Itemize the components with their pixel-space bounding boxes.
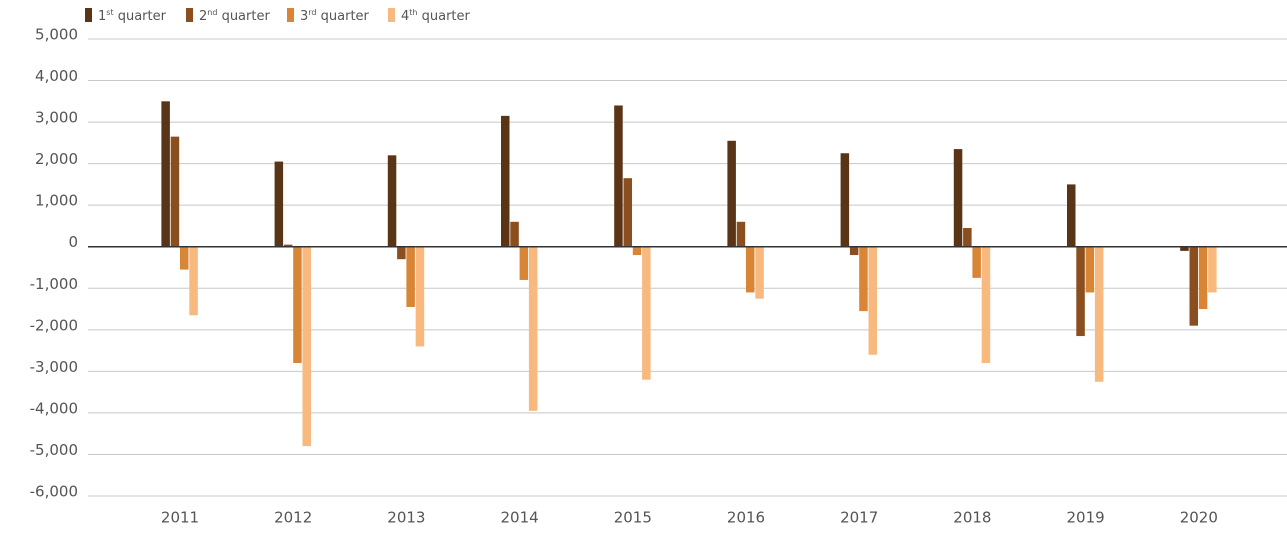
bar bbox=[755, 246, 764, 299]
legend-swatch bbox=[85, 8, 92, 22]
y-tick-label: 0 bbox=[68, 233, 78, 251]
bar bbox=[1076, 246, 1085, 337]
bar bbox=[387, 155, 397, 247]
bar bbox=[623, 178, 632, 247]
bar bbox=[1067, 184, 1076, 247]
bar bbox=[1198, 246, 1208, 310]
x-tick-label: 2014 bbox=[501, 509, 539, 527]
y-tick-label: -2,000 bbox=[30, 316, 78, 334]
bar bbox=[727, 140, 736, 247]
bar bbox=[283, 244, 293, 247]
bar bbox=[1094, 246, 1104, 382]
bar bbox=[397, 246, 406, 260]
y-tick-label: 3,000 bbox=[35, 109, 78, 127]
y-tick-label: -3,000 bbox=[30, 358, 78, 376]
y-tick-label: 5,000 bbox=[35, 26, 78, 44]
y-tick-label: -1,000 bbox=[30, 275, 78, 293]
x-tick-label: 2016 bbox=[727, 509, 765, 527]
bar bbox=[736, 221, 746, 247]
x-tick-label: 2011 bbox=[161, 509, 199, 527]
bar bbox=[849, 246, 859, 256]
x-tick-label: 2020 bbox=[1180, 509, 1218, 527]
bar bbox=[406, 246, 415, 307]
bar bbox=[274, 161, 284, 247]
y-tick-label: 1,000 bbox=[35, 192, 78, 210]
legend-label: 2nd quarter bbox=[199, 8, 270, 24]
bar bbox=[510, 221, 519, 247]
bar bbox=[972, 246, 981, 278]
bar bbox=[528, 246, 538, 411]
x-tick-label: 2015 bbox=[614, 509, 652, 527]
x-tick-label: 2013 bbox=[387, 509, 425, 527]
x-tick-label: 2018 bbox=[953, 509, 991, 527]
legend-label: 1st quarter bbox=[98, 8, 167, 24]
bar bbox=[189, 246, 198, 316]
legend-label: 3rd quarter bbox=[300, 8, 370, 24]
bar bbox=[501, 115, 510, 247]
bar bbox=[1189, 246, 1198, 326]
bar bbox=[161, 101, 170, 247]
bar bbox=[415, 246, 425, 347]
bar bbox=[840, 153, 850, 247]
x-tick-label: 2012 bbox=[274, 509, 312, 527]
legend-swatch bbox=[388, 8, 395, 22]
y-tick-label: -6,000 bbox=[30, 483, 78, 501]
x-tick-label: 2017 bbox=[840, 509, 878, 527]
bar bbox=[1085, 246, 1095, 293]
legend-swatch bbox=[186, 8, 193, 22]
legend-swatch bbox=[287, 8, 294, 22]
bar bbox=[614, 105, 623, 247]
legend-label: 4th quarter bbox=[401, 8, 471, 24]
bar bbox=[981, 246, 991, 364]
bar bbox=[859, 246, 868, 312]
bar bbox=[302, 246, 311, 447]
bar bbox=[1208, 246, 1217, 293]
y-tick-label: 2,000 bbox=[35, 150, 78, 168]
bar bbox=[293, 246, 302, 364]
bar bbox=[519, 246, 529, 280]
y-tick-label: -5,000 bbox=[30, 441, 78, 459]
y-tick-label: -4,000 bbox=[30, 399, 78, 417]
bar bbox=[632, 246, 642, 256]
bar bbox=[868, 246, 877, 355]
bar bbox=[746, 246, 755, 293]
x-tick-label: 2019 bbox=[1067, 509, 1105, 527]
bar bbox=[1180, 246, 1189, 251]
bar bbox=[170, 136, 180, 247]
bar bbox=[963, 228, 972, 247]
y-tick-label: 4,000 bbox=[35, 67, 78, 85]
bar bbox=[180, 246, 189, 270]
bar bbox=[953, 149, 963, 247]
bar bbox=[642, 246, 651, 380]
